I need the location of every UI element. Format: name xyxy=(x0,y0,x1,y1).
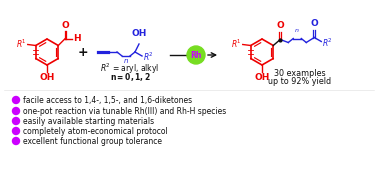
Text: completely atom-economical protocol: completely atom-economical protocol xyxy=(23,126,168,135)
Text: $n$: $n$ xyxy=(123,57,129,65)
Text: +: + xyxy=(78,46,88,58)
Text: $R^2$: $R^2$ xyxy=(322,36,333,49)
Circle shape xyxy=(12,128,20,134)
Text: excellent functional group tolerance: excellent functional group tolerance xyxy=(23,137,162,146)
Circle shape xyxy=(12,138,20,144)
Text: O: O xyxy=(276,21,284,30)
Text: up to 92% yield: up to 92% yield xyxy=(268,78,332,87)
Text: O: O xyxy=(310,20,318,29)
Text: one-pot reaction via tunable Rh(III) and Rh-H species: one-pot reaction via tunable Rh(III) and… xyxy=(23,106,226,115)
Text: O: O xyxy=(61,21,69,30)
Circle shape xyxy=(12,97,20,104)
Text: $R^2$: $R^2$ xyxy=(143,51,154,63)
Circle shape xyxy=(187,46,205,64)
Text: $\mathbf{n = 0, 1, 2}$: $\mathbf{n = 0, 1, 2}$ xyxy=(110,71,150,83)
Text: Rh: Rh xyxy=(190,50,202,59)
Text: $R^1$: $R^1$ xyxy=(231,37,242,50)
Text: facile access to 1,4-, 1,5-, and 1,6-diketones: facile access to 1,4-, 1,5-, and 1,6-dik… xyxy=(23,96,192,105)
Text: $R^2$ = aryl, alkyl: $R^2$ = aryl, alkyl xyxy=(100,62,160,76)
Text: OH: OH xyxy=(254,73,270,82)
Text: OH: OH xyxy=(131,29,147,38)
Circle shape xyxy=(12,117,20,124)
Text: 30 examples: 30 examples xyxy=(274,70,326,79)
Text: easily available starting materials: easily available starting materials xyxy=(23,116,154,125)
Text: H: H xyxy=(73,34,81,43)
Text: OH: OH xyxy=(39,73,55,82)
Text: $n$: $n$ xyxy=(294,28,300,35)
Circle shape xyxy=(12,107,20,115)
Text: $R^1$: $R^1$ xyxy=(16,37,27,50)
